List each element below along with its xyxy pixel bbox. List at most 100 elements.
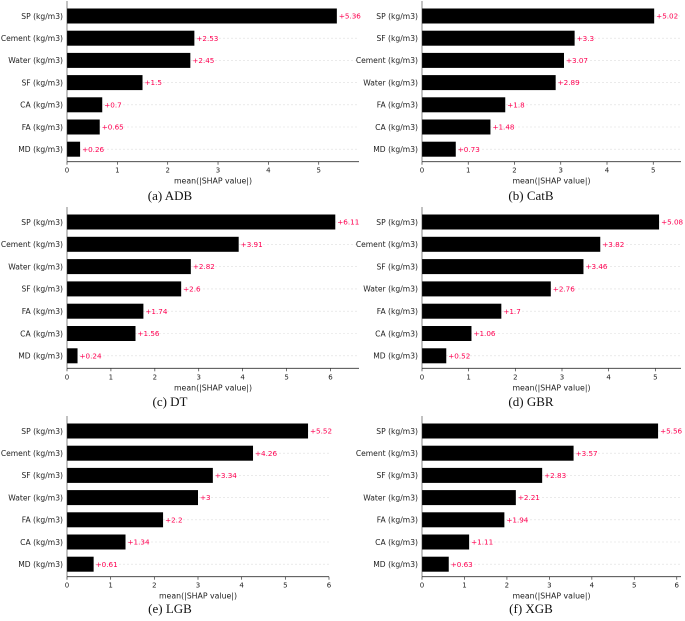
- shap-chart-2: SP (kg/m3) +5.02 SF (kg/m3) +3.3 Cement (kg/…: [356, 1, 681, 203]
- category-label: FA (kg/m3): [377, 307, 418, 316]
- x-tick-label: 0: [65, 373, 69, 381]
- category-label: MD (kg/m3): [18, 352, 63, 361]
- category-label: SF (kg/m3): [21, 471, 63, 480]
- bar-fa: [422, 512, 505, 528]
- chart-caption: (d) GBR: [508, 394, 553, 409]
- category-label: SF (kg/m3): [21, 285, 63, 294]
- x-tick-label: 6: [328, 373, 333, 381]
- x-tick-label: 5: [653, 373, 657, 381]
- value-label: +1.74: [145, 307, 167, 316]
- bar-water: [67, 52, 191, 68]
- value-label: +0.52: [448, 351, 470, 360]
- category-label: Water (kg/m3): [8, 262, 63, 271]
- category-label: MD (kg/m3): [373, 560, 418, 569]
- x-tick-label: 2: [512, 167, 516, 175]
- value-label: +5.08: [661, 218, 683, 227]
- value-label: +3: [200, 493, 211, 502]
- bar-fa: [67, 119, 100, 135]
- x-tick-label: 3: [560, 373, 564, 381]
- x-tick-label: 2: [153, 373, 157, 381]
- x-tick-label: 6: [327, 582, 332, 590]
- bar-ca: [422, 534, 470, 550]
- bar-cement: [67, 445, 254, 461]
- value-label: +2.45: [192, 56, 214, 65]
- value-label: +1.7: [503, 307, 520, 316]
- x-tick-label: 4: [239, 582, 244, 590]
- value-label: +1.5: [145, 78, 162, 87]
- category-label: Water (kg/m3): [363, 285, 418, 294]
- category-label: Water (kg/m3): [8, 493, 63, 502]
- value-label: +5.02: [656, 12, 678, 21]
- category-label: CA (kg/m3): [20, 101, 63, 110]
- x-tick-label: 0: [65, 167, 69, 175]
- bar-ca: [67, 534, 126, 550]
- x-tick-label: 0: [420, 582, 424, 590]
- x-axis-label: mean(|SHAP value|): [159, 592, 237, 601]
- bar-sp: [67, 8, 337, 24]
- category-label: FA (kg/m3): [377, 101, 418, 110]
- category-label: MD (kg/m3): [18, 560, 63, 569]
- x-tick-label: 4: [605, 167, 610, 175]
- value-label: +3.07: [566, 56, 588, 65]
- category-label: SP (kg/m3): [21, 427, 63, 436]
- value-label: +1.11: [471, 538, 493, 547]
- bar-md: [67, 348, 78, 364]
- x-tick-label: 3: [216, 167, 220, 175]
- category-label: Cement (kg/m3): [1, 34, 63, 43]
- value-label: +4.26: [255, 449, 277, 458]
- category-label: CA (kg/m3): [375, 329, 418, 338]
- x-axis-label: mean(|SHAP value|): [512, 177, 590, 186]
- value-label: +1.56: [137, 329, 159, 338]
- bar-sf: [422, 259, 584, 275]
- bar-ca: [422, 326, 472, 341]
- category-label: MD (kg/m3): [18, 145, 63, 154]
- chart-caption: (b) CatB: [508, 188, 553, 203]
- x-tick-label: 2: [165, 167, 169, 175]
- value-label: +3.3: [577, 34, 594, 43]
- category-label: CA (kg/m3): [20, 329, 63, 338]
- bar-sp: [422, 8, 655, 24]
- x-tick-label: 6: [675, 582, 680, 590]
- x-tick-label: 1: [466, 373, 470, 381]
- category-label: Cement (kg/m3): [356, 449, 418, 458]
- x-tick-label: 1: [108, 582, 112, 590]
- bar-fa: [422, 97, 506, 113]
- x-tick-label: 5: [284, 373, 288, 381]
- category-label: FA (kg/m3): [22, 516, 63, 525]
- x-axis-label: mean(|SHAP value|): [512, 592, 590, 601]
- value-label: +3.82: [602, 240, 624, 249]
- category-label: SP (kg/m3): [376, 427, 418, 436]
- value-label: +2.53: [196, 34, 218, 43]
- bar-sf: [422, 467, 543, 483]
- value-label: +3.34: [215, 471, 237, 480]
- x-tick-label: 4: [266, 167, 271, 175]
- shap-chart-5: SP (kg/m3) +5.52 Cement (kg/m3) +4.26 SF (kg…: [1, 416, 332, 616]
- category-label: CA (kg/m3): [375, 123, 418, 132]
- bar-cement: [67, 30, 195, 46]
- bar-ca: [67, 97, 103, 113]
- x-tick-label: 3: [196, 582, 200, 590]
- bar-ca: [422, 119, 491, 135]
- x-tick-label: 0: [65, 582, 69, 590]
- x-tick-label: 3: [196, 373, 200, 381]
- value-label: +2.21: [518, 493, 540, 502]
- bar-sf: [67, 281, 182, 297]
- value-label: +0.24: [80, 351, 102, 360]
- value-label: +5.52: [310, 427, 332, 436]
- bar-md: [422, 556, 449, 572]
- bar-cement: [422, 236, 601, 252]
- chart-caption: (c) DT: [152, 394, 187, 409]
- bar-water: [422, 75, 556, 91]
- value-label: +2.89: [558, 78, 580, 87]
- bar-sp: [422, 214, 660, 230]
- shap-chart-3: SP (kg/m3) +6.11 Cement (kg/m3) +3.91 Water …: [1, 207, 359, 409]
- bar-sf: [422, 30, 575, 46]
- bar-water: [422, 490, 516, 506]
- x-axis-label: mean(|SHAP value|): [174, 177, 252, 186]
- value-label: +3.57: [576, 449, 598, 458]
- value-label: +0.63: [451, 560, 473, 569]
- value-label: +1.34: [128, 538, 150, 547]
- value-label: +0.73: [458, 145, 480, 154]
- x-tick-label: 1: [109, 373, 113, 381]
